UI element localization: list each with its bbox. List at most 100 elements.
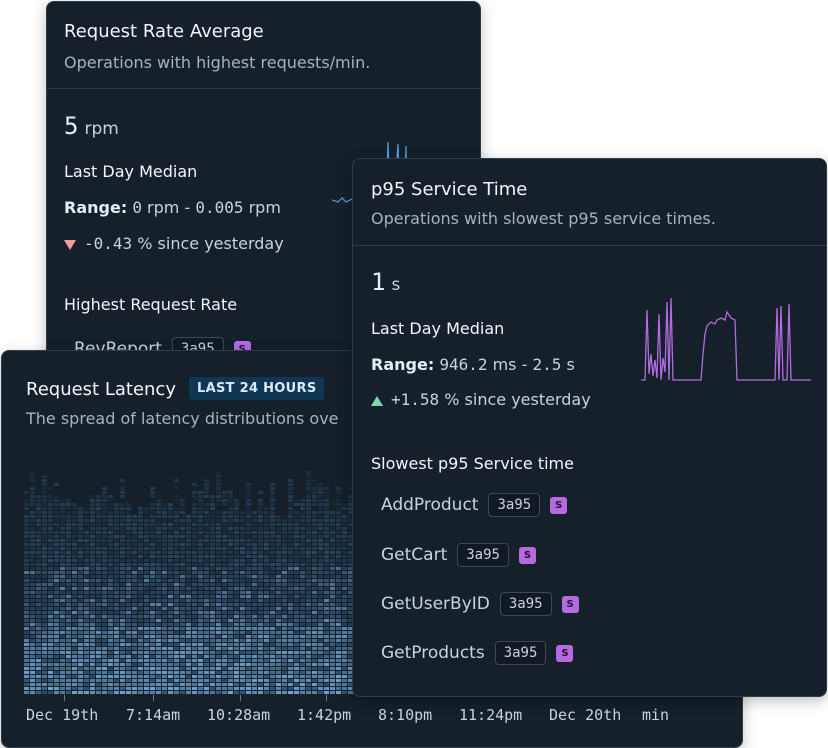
heatmap-cell — [144, 611, 149, 614]
heatmap-cell — [36, 523, 41, 526]
heatmap-cell — [24, 675, 29, 678]
heatmap-cell — [102, 643, 107, 646]
heatmap-cell — [192, 567, 197, 570]
heatmap-cell — [330, 587, 335, 590]
median-label: Last Day Median — [371, 319, 505, 338]
heatmap-cell — [96, 579, 101, 582]
heatmap-cell — [318, 607, 323, 610]
heatmap-cell — [342, 591, 347, 594]
heatmap-cell — [318, 535, 323, 538]
heatmap-cell — [348, 547, 353, 550]
heatmap-cell — [246, 603, 251, 606]
operation-name[interactable]: AddProduct — [381, 495, 479, 515]
heatmap-cell — [114, 679, 119, 682]
heatmap-cell — [72, 647, 77, 650]
heatmap-cell — [258, 551, 263, 554]
heatmap-cell — [300, 631, 305, 634]
operation-name[interactable]: GetProducts — [381, 643, 485, 663]
heatmap-cell — [24, 667, 29, 670]
heatmap-cell — [174, 587, 179, 590]
heatmap-cell — [60, 671, 65, 674]
heatmap-cell — [318, 527, 323, 530]
operation-row[interactable]: GetProducts 3a95 S — [381, 641, 574, 665]
heatmap-cell — [336, 519, 341, 522]
heatmap-cell — [174, 499, 179, 502]
heatmap-cell — [210, 539, 215, 542]
metric-number: 1 — [371, 268, 386, 296]
heatmap-cell — [216, 475, 221, 478]
heatmap-cell — [126, 507, 131, 510]
heatmap-cell — [258, 535, 263, 538]
heatmap-cell — [54, 567, 59, 570]
heatmap-cell — [66, 639, 71, 642]
heatmap-cell — [78, 615, 83, 618]
heatmap-cell — [306, 547, 311, 550]
operation-row[interactable]: GetUserByID 3a95 S — [381, 592, 579, 616]
heatmap-cell — [120, 671, 125, 674]
heatmap-cell — [132, 647, 137, 650]
heatmap-cell — [90, 639, 95, 642]
heatmap-cell — [156, 547, 161, 550]
heatmap-cell — [102, 511, 107, 514]
operation-row[interactable]: GetCart 3a95 S — [381, 543, 536, 567]
heatmap-cell — [102, 503, 107, 506]
heatmap-cell — [222, 539, 227, 542]
heatmap-cell — [126, 687, 131, 690]
heatmap-cell — [132, 687, 137, 690]
heatmap-cell — [210, 647, 215, 650]
heatmap-cell — [342, 575, 347, 578]
heatmap-cell — [36, 675, 41, 678]
heatmap-cell — [84, 559, 89, 562]
heatmap-cell — [144, 575, 149, 578]
heatmap-cell — [246, 671, 251, 674]
heatmap-cell — [132, 563, 137, 566]
heatmap-cell — [312, 667, 317, 670]
heatmap-cell — [156, 667, 161, 670]
heatmap-cell — [162, 591, 167, 594]
heatmap-cell — [168, 527, 173, 530]
heatmap-cell — [264, 543, 269, 546]
heatmap-cell — [156, 615, 161, 618]
heatmap-cell — [126, 659, 131, 662]
heatmap-cell — [156, 623, 161, 626]
operation-name[interactable]: GetUserByID — [381, 594, 490, 614]
heatmap-cell — [132, 671, 137, 674]
heatmap-cell — [144, 639, 149, 642]
heatmap-cell — [312, 523, 317, 526]
heatmap-cell — [330, 599, 335, 602]
heatmap-cell — [36, 567, 41, 570]
heatmap-cell — [294, 563, 299, 566]
operation-name[interactable]: GetCart — [381, 545, 448, 565]
heatmap-cell — [108, 635, 113, 638]
heatmap-cell — [114, 523, 119, 526]
heatmap-cell — [192, 519, 197, 522]
heatmap-cell — [300, 515, 305, 518]
heatmap-cell — [264, 619, 269, 622]
operation-row[interactable]: AddProduct 3a95 S — [381, 493, 568, 517]
heatmap-cell — [108, 507, 113, 510]
range-max-unit: rpm — [248, 198, 281, 217]
heatmap-cell — [114, 607, 119, 610]
heatmap-cell — [270, 583, 275, 586]
heatmap-cell — [348, 519, 353, 522]
heatmap-cell — [150, 679, 155, 682]
heatmap-cell — [42, 663, 47, 666]
heatmap-cell — [132, 623, 137, 626]
heatmap-cell — [336, 631, 341, 634]
range-max: 0.005 — [195, 198, 244, 217]
heatmap-cell — [324, 583, 329, 586]
heatmap-cell — [240, 523, 245, 526]
heatmap-cell — [204, 647, 209, 650]
heatmap-cell — [156, 583, 161, 586]
heatmap-cell — [312, 555, 317, 558]
heatmap-cell — [258, 671, 263, 674]
heatmap-cell — [48, 623, 53, 626]
heatmap-cell — [324, 523, 329, 526]
heatmap-cell — [186, 571, 191, 574]
heatmap-cell — [312, 551, 317, 554]
heatmap-cell — [60, 579, 65, 582]
time-range-badge[interactable]: LAST 24 HOURS — [189, 377, 325, 400]
heatmap-cell — [246, 631, 251, 634]
heatmap-cell — [288, 663, 293, 666]
heatmap-cell — [144, 687, 149, 690]
